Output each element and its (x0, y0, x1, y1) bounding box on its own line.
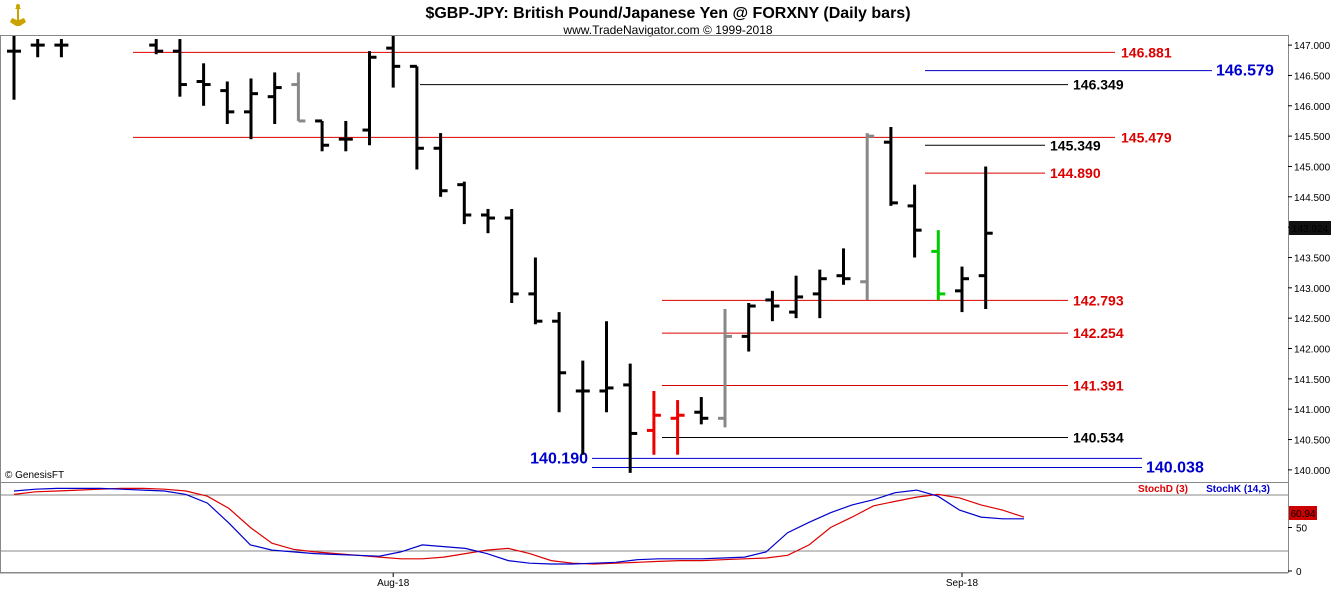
level-label: 140.534 (1073, 429, 1124, 445)
date-axis-ticks: Aug-18 Sep-18 (377, 573, 979, 589)
price-axis-ticks: 147.000 146.500 146.000 145.500 145.000 144.5… (1288, 41, 1331, 477)
level-label: 145.349 (1050, 137, 1101, 153)
stochastic-panel: 50 0 (13, 487, 1308, 578)
y-tick-label: 144.500 (1294, 193, 1331, 204)
stoch-last-badge (1289, 506, 1317, 520)
stoch-tick-label: 0 (1296, 567, 1302, 578)
y-tick-label: 145.500 (1294, 132, 1331, 143)
level-label: 141.391 (1073, 377, 1124, 393)
stoch-line (13, 487, 1025, 565)
level-label: 144.890 (1050, 165, 1101, 181)
stoch-tick-label: 50 (1296, 524, 1308, 535)
y-tick-label: 145.000 (1294, 162, 1331, 173)
y-tick-label: 143.500 (1294, 253, 1331, 264)
y-tick-label: 140.000 (1294, 466, 1331, 477)
watermark-text: © GenesisFT (5, 470, 64, 481)
stoch-last-label: 60.94 (1290, 509, 1315, 520)
y-tick-label: 141.000 (1294, 405, 1331, 416)
x-tick-label: Sep-18 (946, 578, 979, 589)
stoch-line (13, 487, 1024, 565)
y-tick-label: 142.500 (1294, 314, 1331, 325)
tradenavigator-logo-icon (2, 2, 38, 30)
y-tick-label: 142.000 (1294, 345, 1331, 356)
price-levels: 146.881 146.579 146.349 145.479 145.349 144.8… (133, 44, 1274, 477)
level-label: 145.479 (1121, 129, 1172, 145)
y-tick-label: 140.500 (1294, 436, 1331, 447)
legend-stochk: StochK (14,3) (1206, 484, 1270, 495)
legend-stochd: StochD (3) (1138, 484, 1188, 495)
y-tick-label: 146.000 (1294, 102, 1331, 113)
y-tick-label: 143.000 (1294, 284, 1331, 295)
level-label: 142.254 (1073, 325, 1124, 341)
x-tick-label: Aug-18 (377, 578, 410, 589)
level-label: 146.881 (1121, 44, 1172, 60)
y-tick-label: 141.500 (1294, 375, 1331, 386)
y-tick-label: 146.500 (1294, 71, 1331, 82)
chart-title: $GBP-JPY: British Pound/Japanese Yen @ F… (425, 5, 910, 22)
level-label: 142.793 (1073, 292, 1124, 308)
price-bars (7, 36, 993, 473)
level-label: 146.579 (1216, 63, 1274, 80)
chart-subtitle: www.TradeNavigator.com © 1999-2018 (562, 23, 772, 37)
last-price-label: 143.924 (1292, 224, 1329, 235)
level-label: 140.038 (1146, 460, 1204, 477)
price-panel-frame (0, 35, 1289, 483)
level-label: 146.349 (1073, 77, 1124, 93)
last-price-badge (1289, 221, 1331, 235)
y-tick-label: 147.000 (1294, 41, 1331, 52)
level-label: 140.190 (530, 450, 588, 467)
